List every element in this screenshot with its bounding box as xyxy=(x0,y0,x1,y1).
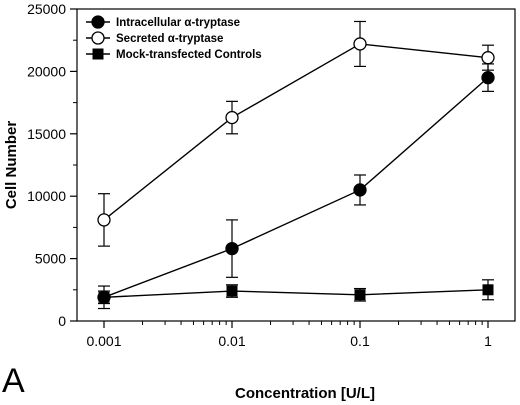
legend: Intracellular α-tryptase Secreted α-trypt… xyxy=(86,15,262,61)
legend-label: Intracellular α-tryptase xyxy=(116,17,240,29)
legend-marker xyxy=(91,31,105,45)
x-tick-label: 0.001 xyxy=(86,333,121,349)
x-tick-label: 1 xyxy=(484,333,492,349)
series-1 xyxy=(97,63,495,310)
y-tick-label: 20000 xyxy=(27,63,66,79)
data-point xyxy=(481,70,495,85)
series-line xyxy=(103,77,489,298)
data-point xyxy=(482,284,494,296)
y-tick-label: 5000 xyxy=(35,251,66,267)
data-point xyxy=(226,285,238,297)
series-line xyxy=(103,289,489,298)
x-axis-title: Concentration [U/L] xyxy=(235,385,375,402)
data-point xyxy=(353,37,367,51)
data-point xyxy=(353,183,367,197)
panel-label: A xyxy=(2,362,25,400)
data-point xyxy=(98,291,110,303)
y-tick-label: 15000 xyxy=(27,126,66,142)
x-tick-label: 0.1 xyxy=(350,333,370,349)
series-line xyxy=(103,43,489,221)
legend-label: Secreted α-tryptase xyxy=(116,33,223,45)
data-point xyxy=(225,241,239,256)
data-point xyxy=(225,110,239,125)
series-3 xyxy=(98,279,494,305)
x-tick-label: 0.01 xyxy=(218,333,245,349)
legend-marker xyxy=(91,15,105,29)
data-point xyxy=(97,213,111,227)
y-tick-label: 0 xyxy=(58,313,66,329)
series-2 xyxy=(97,20,495,247)
series-layer xyxy=(97,20,495,310)
data-point xyxy=(354,289,366,301)
legend-marker xyxy=(92,48,104,60)
y-tick-label: 10000 xyxy=(27,188,66,204)
axes: 0 5000 10000 15000 20000 25000 0.001 0.01 0.1 1 xyxy=(27,1,516,349)
legend-label: Mock-transfected Controls xyxy=(116,49,262,61)
data-point xyxy=(481,51,495,65)
y-axis-title: Cell Number xyxy=(3,121,20,210)
y-tick-label: 25000 xyxy=(27,1,66,17)
